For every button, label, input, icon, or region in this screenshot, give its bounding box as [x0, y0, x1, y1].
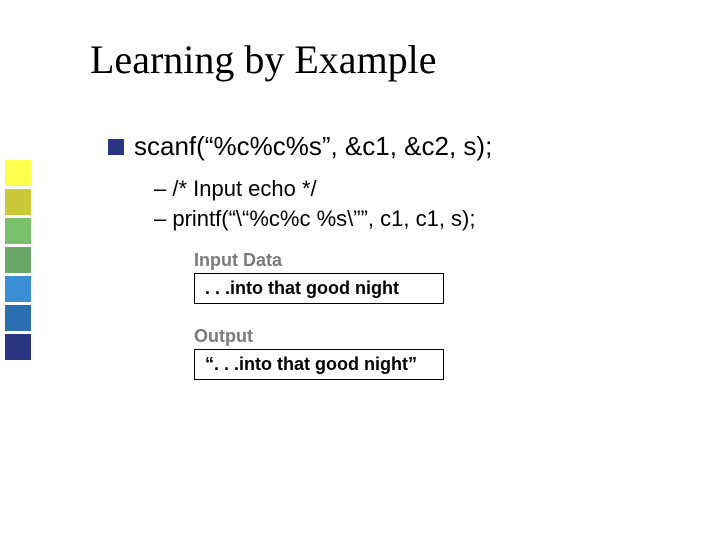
- slide-content: Learning by Example scanf(“%c%c%s”, &c1,…: [90, 36, 680, 402]
- sidebar-square: [5, 305, 31, 331]
- bullet-marker: [108, 139, 124, 155]
- section-label: Output: [194, 326, 680, 347]
- section-box: “. . .into that good night”: [194, 349, 444, 380]
- sidebar-square: [5, 247, 31, 273]
- section-box: . . .into that good night: [194, 273, 444, 304]
- sidebar-square: [5, 218, 31, 244]
- sub-item: – printf(“\“%c%c %s\””, c1, c1, s);: [154, 206, 680, 232]
- sidebar-square: [5, 334, 31, 360]
- sub-list: – /* Input echo */ – printf(“\“%c%c %s\”…: [154, 176, 680, 232]
- slide-title: Learning by Example: [90, 36, 680, 83]
- bullet-text: scanf(“%c%c%s”, &c1, &c2, s);: [134, 131, 492, 162]
- sidebar-square: [5, 276, 31, 302]
- section-label: Input Data: [194, 250, 680, 271]
- bullet-item: scanf(“%c%c%s”, &c1, &c2, s);: [108, 131, 680, 162]
- decorative-sidebar: [5, 160, 33, 360]
- sidebar-square: [5, 189, 31, 215]
- sub-item: – /* Input echo */: [154, 176, 680, 202]
- sidebar-square: [5, 160, 31, 186]
